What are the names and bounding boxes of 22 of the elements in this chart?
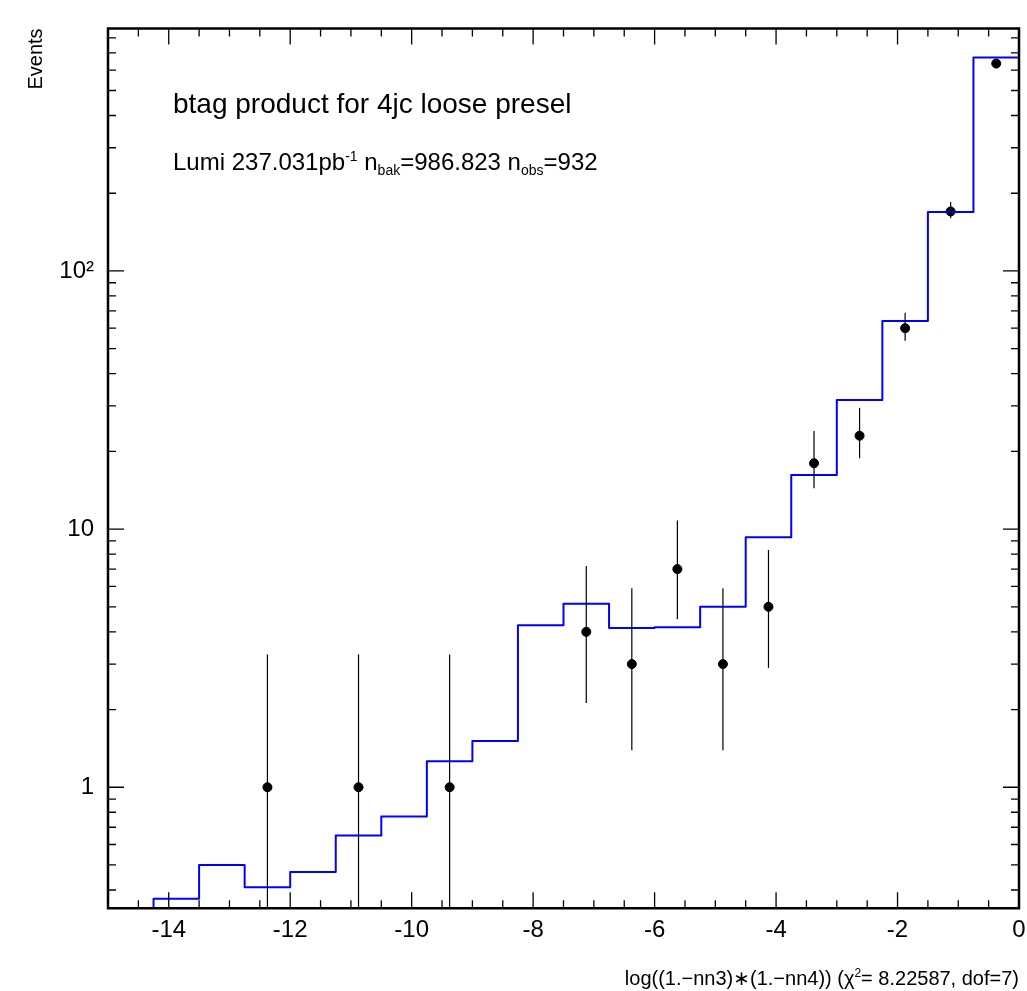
point <box>672 564 683 575</box>
x-tick-label: -2 <box>886 915 909 943</box>
point <box>262 782 273 793</box>
x-tick-label: -8 <box>522 915 544 943</box>
x-tick-label: 0 <box>1012 915 1026 943</box>
y-tick-label: 10 <box>67 513 94 541</box>
x-tick-label: -12 <box>272 915 308 943</box>
text: btag product for 4jc loose presel <box>173 88 572 120</box>
x-tick-label: -10 <box>394 915 430 943</box>
x-tick-label: -14 <box>151 915 187 943</box>
point <box>581 626 592 637</box>
point <box>763 601 774 612</box>
point <box>626 659 637 670</box>
x-tick-label: -6 <box>643 915 666 943</box>
y-tick-label: 10² <box>59 255 95 283</box>
point <box>353 782 364 793</box>
x-tick-label: -4 <box>765 915 787 943</box>
y-axis-title: Events <box>24 28 46 90</box>
point <box>991 58 1002 69</box>
y-tick-label: 1 <box>80 771 94 799</box>
point <box>854 430 865 441</box>
point <box>444 782 455 793</box>
